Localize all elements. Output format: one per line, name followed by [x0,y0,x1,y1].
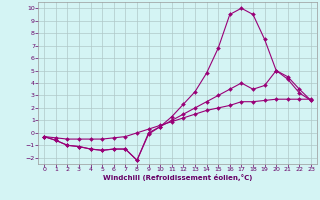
X-axis label: Windchill (Refroidissement éolien,°C): Windchill (Refroidissement éolien,°C) [103,174,252,181]
